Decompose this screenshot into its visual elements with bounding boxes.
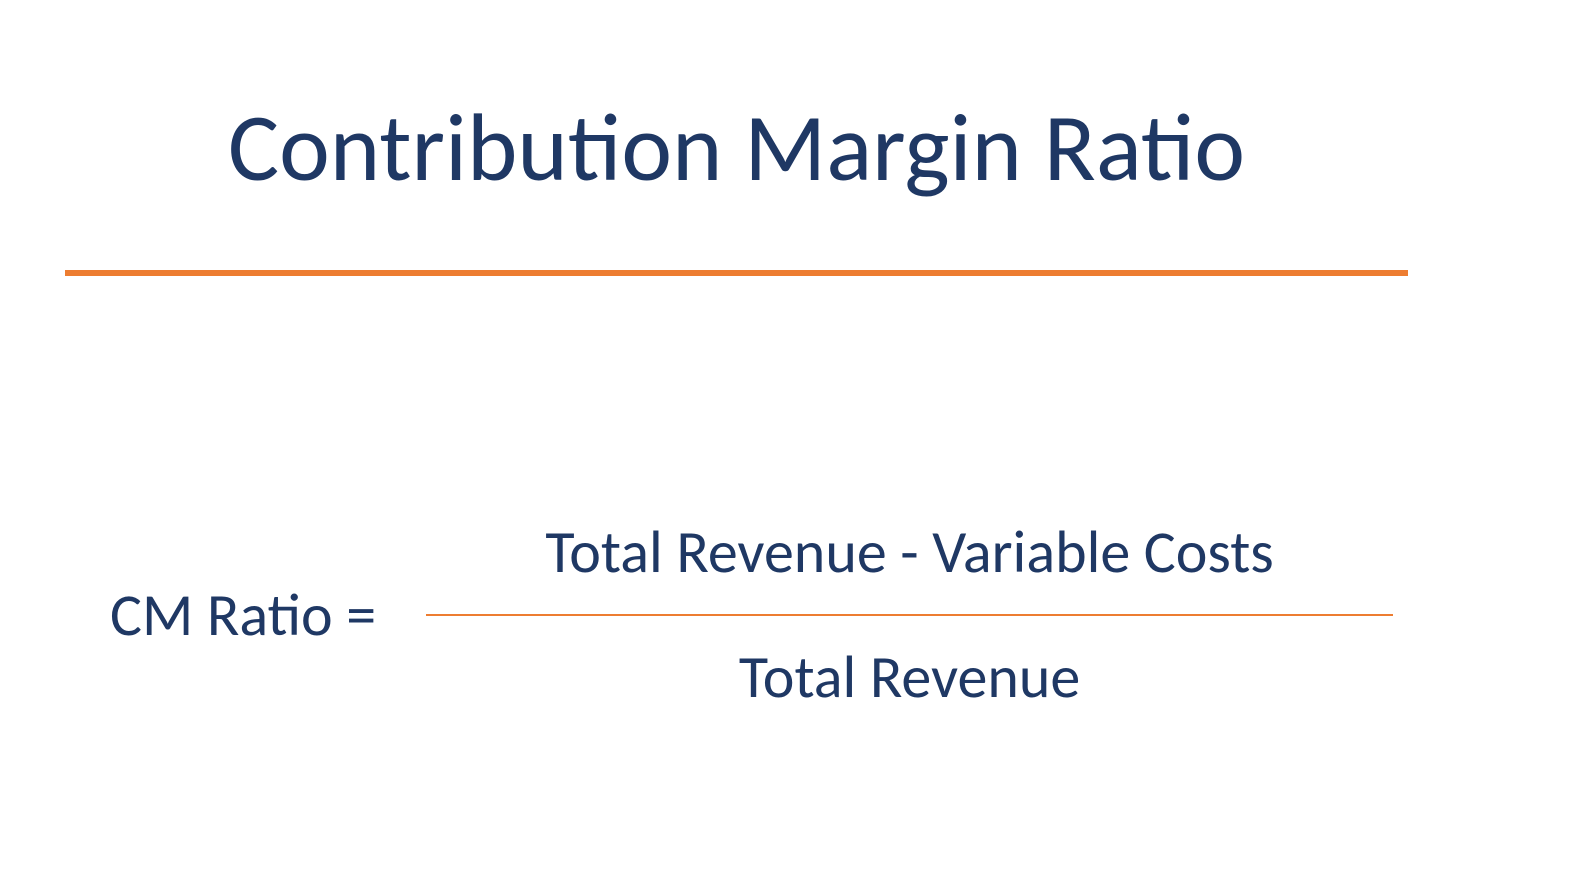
- formula-fraction: Total Revenue - Variable Costs Total Rev…: [426, 516, 1393, 714]
- formula-lhs: CM Ratio =: [110, 579, 376, 652]
- slide-container: Contribution Margin Ratio CM Ratio = Tot…: [0, 0, 1573, 887]
- formula-numerator: Total Revenue - Variable Costs: [545, 516, 1273, 614]
- slide-title: Contribution Margin Ratio: [0, 0, 1573, 205]
- title-underline: [65, 270, 1408, 276]
- formula-area: CM Ratio = Total Revenue - Variable Cost…: [0, 516, 1573, 714]
- formula-denominator: Total Revenue: [739, 616, 1080, 714]
